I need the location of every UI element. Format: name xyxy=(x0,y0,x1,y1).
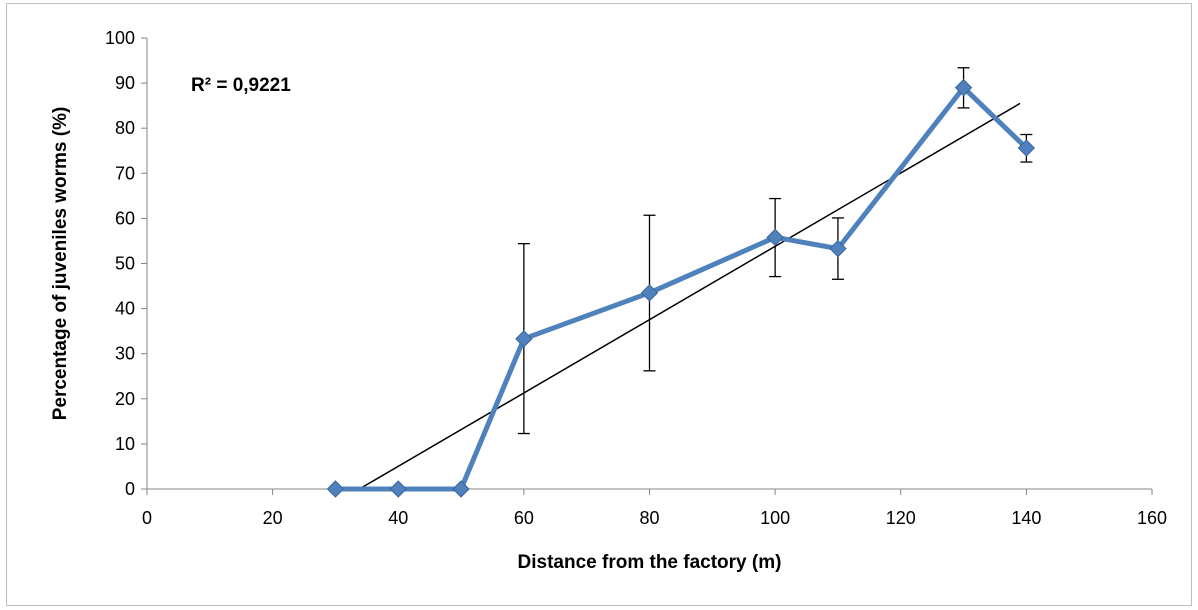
trendline-group xyxy=(358,102,1021,490)
chart-area xyxy=(6,3,1192,606)
y-tick-label: 10 xyxy=(115,434,135,454)
y-tick-label: 90 xyxy=(115,73,135,93)
r-squared-annotation: R² = 0,9221 xyxy=(191,75,291,96)
y-tick-label: 20 xyxy=(115,389,135,409)
x-tick-label: 160 xyxy=(1137,508,1167,528)
y-ticks: 0 10 20 30 40 50 60 70 80 90 100 xyxy=(105,28,147,499)
x-tick-label: 140 xyxy=(1011,508,1041,528)
y-tick-label: 100 xyxy=(105,28,135,48)
y-tick-label: 50 xyxy=(115,254,135,274)
y-tick-label: 30 xyxy=(115,344,135,364)
data-point xyxy=(452,480,470,498)
x-tick-label: 60 xyxy=(514,508,534,528)
x-tick-label: 100 xyxy=(760,508,790,528)
y-tick-label: 40 xyxy=(115,299,135,319)
y-tick-label: 60 xyxy=(115,208,135,228)
data-point xyxy=(954,78,973,97)
y-tick-label: 80 xyxy=(115,118,135,138)
x-axis-title: Distance from the factory (m) xyxy=(518,552,782,573)
x-tick-label: 40 xyxy=(388,508,408,528)
x-tick-label: 120 xyxy=(886,508,916,528)
y-tick-label: 0 xyxy=(125,479,135,499)
x-ticks: 0 20 40 60 80 100 120 140 160 xyxy=(142,489,1167,528)
data-point xyxy=(389,480,407,498)
series-line xyxy=(335,85,1029,492)
y-axis-title: Percentage of juveniles worms (%) xyxy=(50,107,71,421)
x-tick-label: 20 xyxy=(263,508,283,528)
y-tick-label: 70 xyxy=(115,163,135,183)
trendline xyxy=(358,102,1021,490)
data-point xyxy=(515,330,533,348)
x-tick-label: 80 xyxy=(639,508,659,528)
error-bars xyxy=(517,67,1033,435)
series-group xyxy=(326,78,1036,498)
x-tick-label: 0 xyxy=(142,508,152,528)
data-point xyxy=(766,228,784,247)
data-point xyxy=(1017,139,1036,157)
data-point xyxy=(640,284,659,302)
data-point xyxy=(829,239,847,258)
data-point xyxy=(326,480,345,498)
